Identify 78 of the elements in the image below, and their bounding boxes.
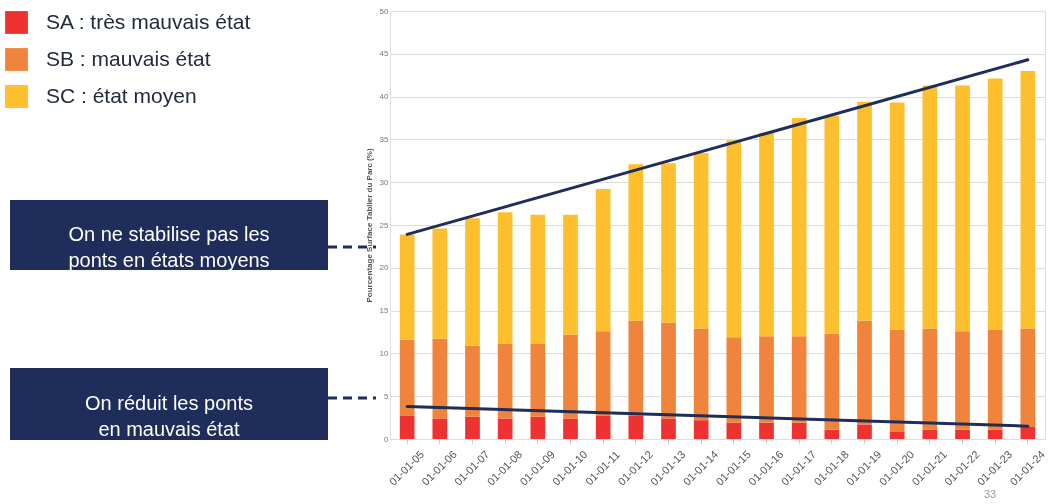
- y-tick-label: 45: [379, 49, 390, 59]
- y-tick-label: 30: [379, 177, 390, 187]
- bar: [661, 163, 676, 323]
- text: 33: [983, 488, 997, 500]
- bar: [465, 416, 480, 439]
- bar: [530, 214, 546, 344]
- bar: [497, 212, 513, 344]
- y-tick-label: 10: [379, 348, 390, 358]
- bar: [595, 415, 611, 439]
- bar: [857, 424, 872, 439]
- bar: [563, 418, 578, 439]
- y-tick-label: 15: [379, 306, 390, 316]
- y-tick-label: 20: [379, 263, 390, 273]
- bar: [987, 429, 1003, 439]
- bar: [857, 320, 872, 425]
- bar: [693, 420, 709, 439]
- bar: [1020, 70, 1036, 329]
- bar: [726, 140, 742, 338]
- bar: [465, 345, 480, 417]
- bar: [726, 337, 742, 423]
- bar: [726, 422, 742, 439]
- bar: [824, 429, 840, 439]
- bar: [889, 102, 905, 330]
- bar: [922, 429, 938, 439]
- legend-label: SA : très mauvais état: [46, 9, 251, 33]
- bar: [399, 339, 415, 416]
- bar: [889, 329, 905, 432]
- text: On ne stabilise pas les ponts en états moyens: [68, 223, 270, 271]
- bar: [595, 331, 611, 416]
- bar: [661, 322, 676, 419]
- bar: [824, 115, 840, 334]
- bar: [922, 85, 938, 329]
- bar: [628, 320, 644, 416]
- bar: [432, 228, 448, 339]
- bar: [563, 214, 578, 335]
- bar: [399, 415, 415, 439]
- bar: [955, 331, 970, 430]
- y-axis-title: Pourcentage Surface Tablier du Parc (%): [364, 148, 374, 303]
- legend-label: SC : état moyen: [46, 83, 197, 107]
- bar: [857, 101, 872, 321]
- bar: [563, 334, 578, 419]
- bar: [791, 422, 807, 439]
- bar: [628, 164, 644, 321]
- bar: [1020, 427, 1036, 439]
- bar: [399, 234, 415, 340]
- y-tick-label: 50: [379, 6, 390, 16]
- bar: [465, 218, 480, 346]
- bar: [661, 418, 676, 439]
- bar: [791, 118, 807, 337]
- bar: [889, 431, 905, 439]
- bar: [693, 328, 709, 421]
- bar: [987, 78, 1003, 330]
- bar: [824, 333, 840, 430]
- bar: [955, 85, 970, 332]
- bar: [497, 343, 513, 419]
- bar: [693, 153, 709, 329]
- text: On réduit les ponts en mauvais état: [85, 392, 253, 440]
- bar: [595, 189, 611, 332]
- y-tick-label: 5: [384, 391, 390, 401]
- bar: [497, 418, 513, 439]
- bar: [759, 132, 774, 337]
- legend-label: SB : mauvais état: [46, 46, 211, 70]
- bar: [1020, 328, 1036, 428]
- bar: [628, 415, 644, 439]
- bar: [759, 422, 774, 439]
- bar: [922, 328, 938, 430]
- bar: [791, 336, 807, 423]
- y-tick-label: 35: [379, 134, 390, 144]
- y-tick-label: 25: [379, 220, 390, 230]
- bar: [432, 418, 448, 439]
- bar: [432, 338, 448, 419]
- bar: [530, 416, 546, 439]
- y-tick-label: 40: [379, 92, 390, 102]
- y-tick-label: 0: [384, 434, 390, 444]
- bar: [530, 343, 546, 417]
- bar: [759, 336, 774, 423]
- bar: [987, 329, 1003, 430]
- bar: [955, 429, 970, 439]
